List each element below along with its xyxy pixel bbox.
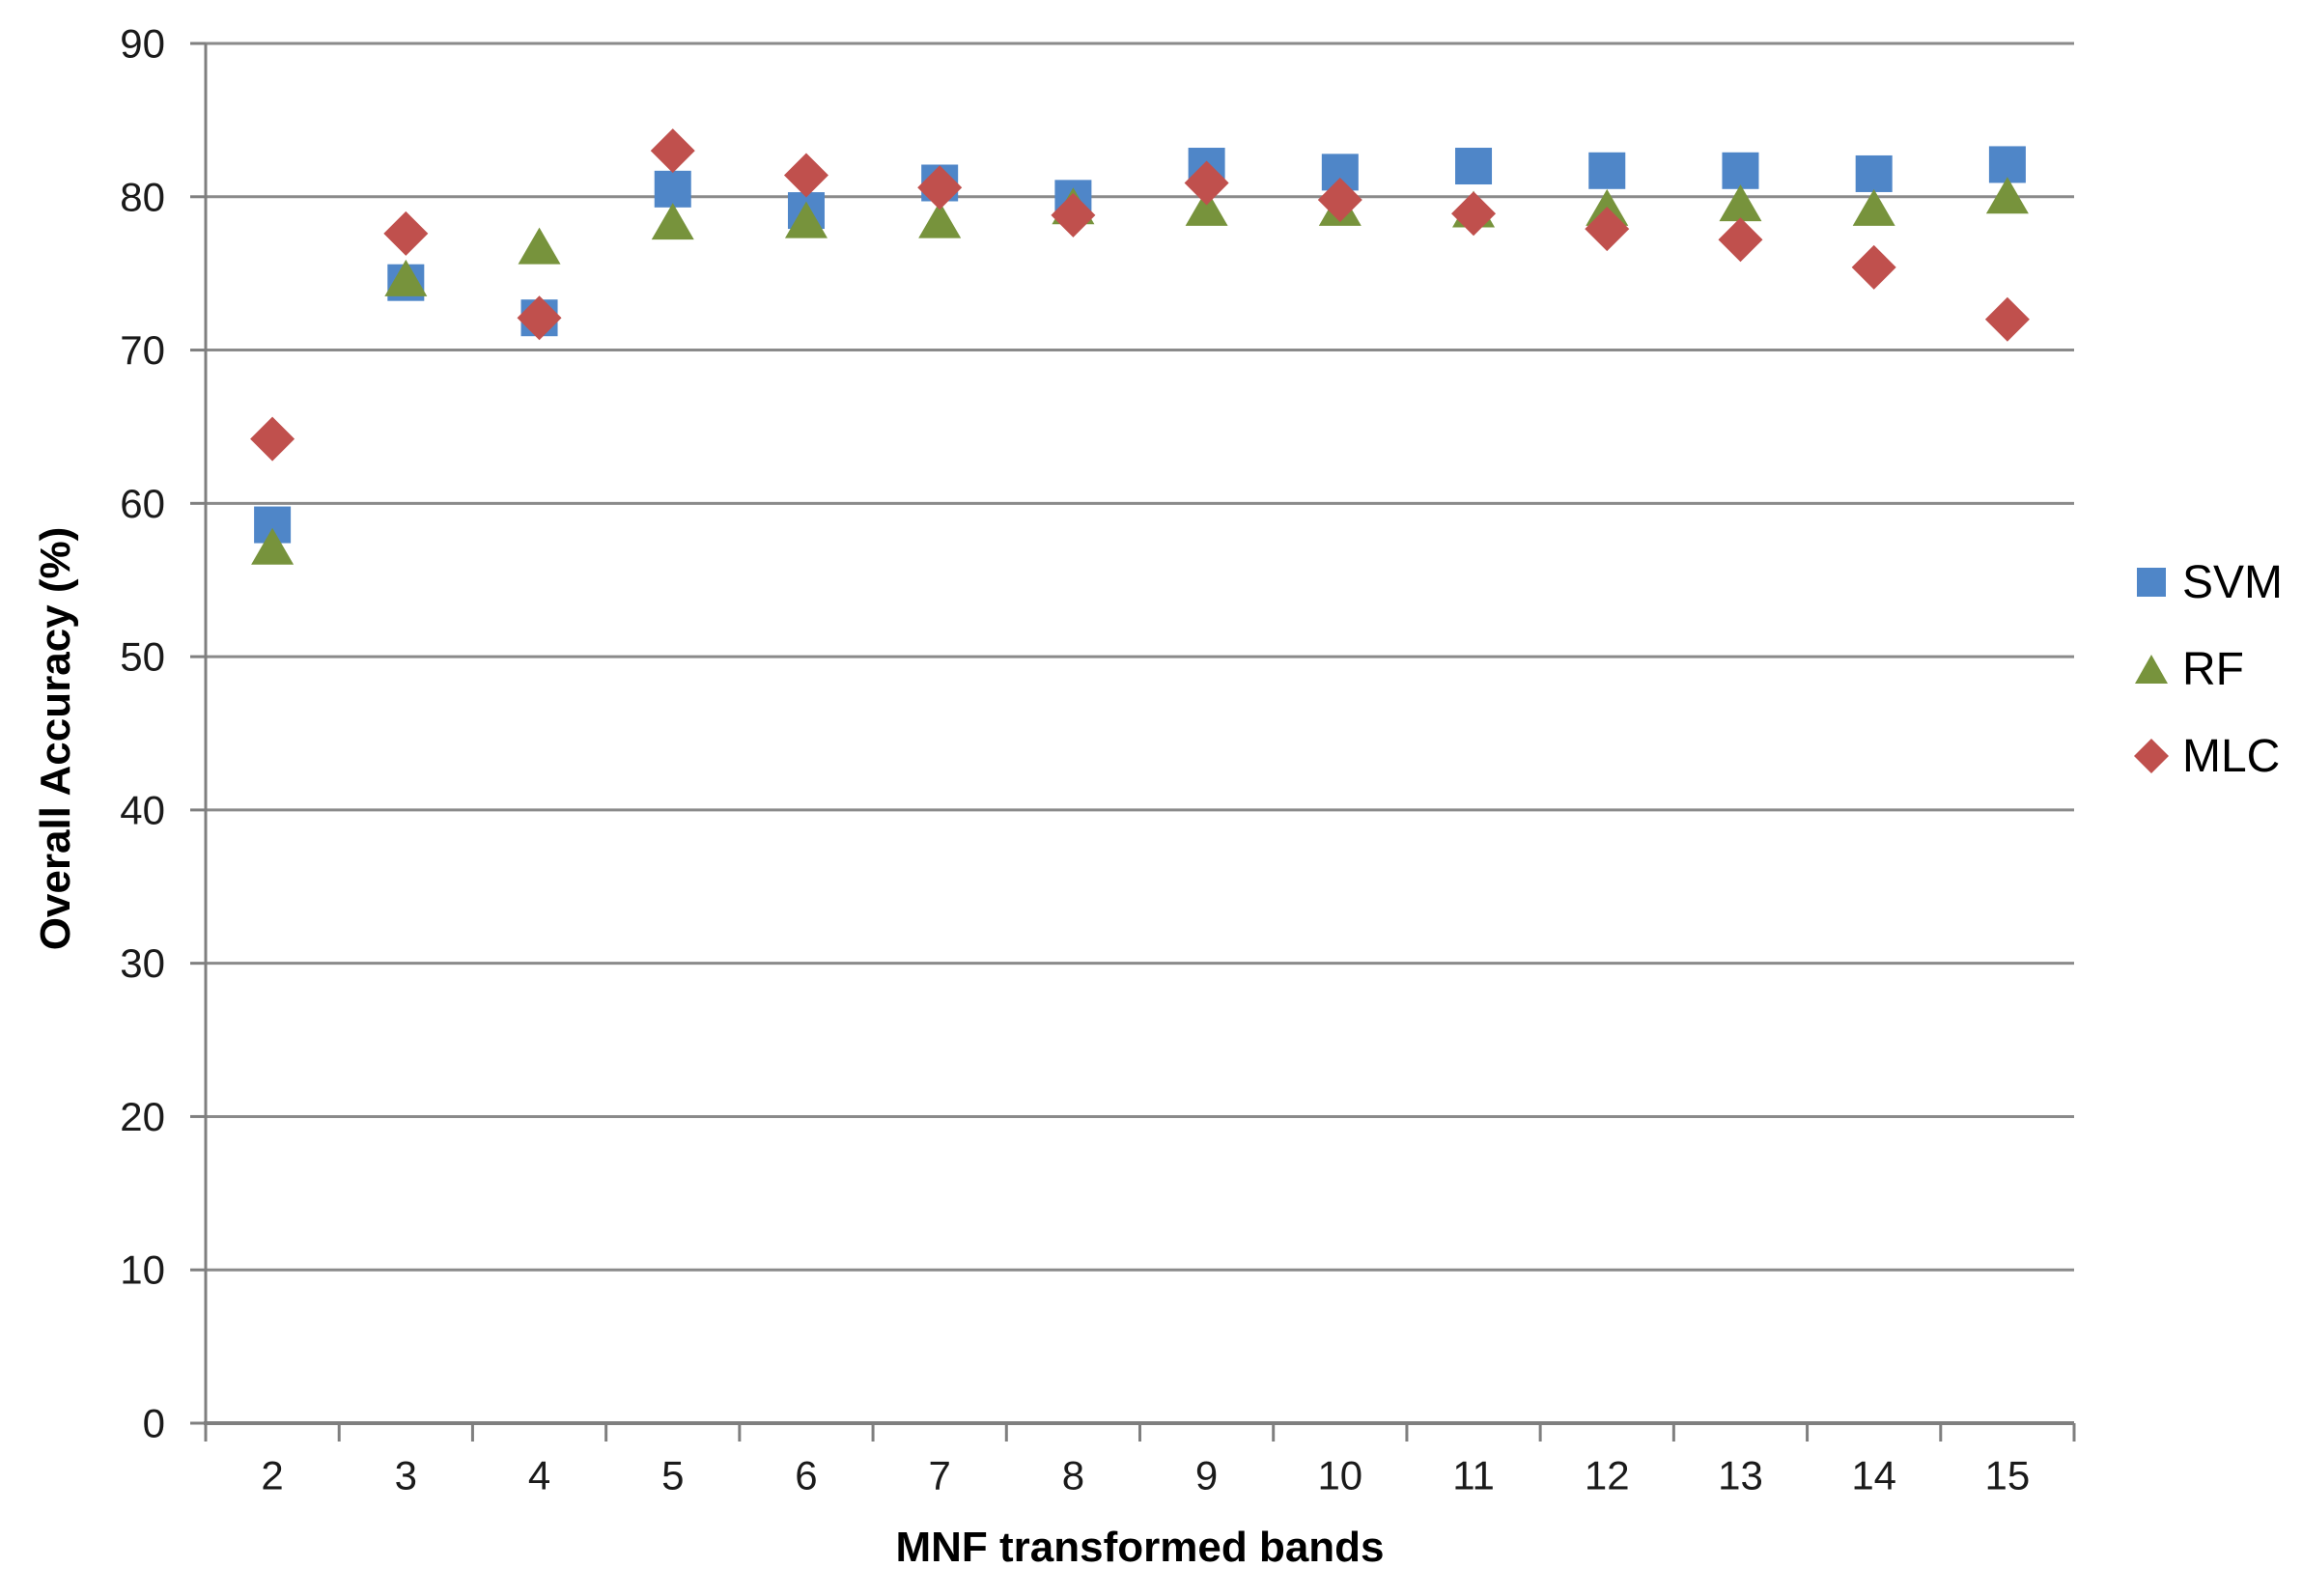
legend-label-rf: RF [2182, 643, 2244, 695]
point-mlc-band-15 [1984, 296, 2030, 342]
x-tick-label-12: 12 [1585, 1453, 1630, 1498]
x-tick-label-5: 5 [661, 1453, 684, 1498]
point-mlc-band-11 [1451, 191, 1497, 237]
y-tick-label-40: 40 [120, 787, 165, 832]
point-mlc-band-2 [250, 416, 295, 462]
point-mlc-band-3 [383, 210, 429, 256]
point-rf-band-4 [518, 227, 561, 265]
point-mlc-band-5 [650, 128, 695, 174]
point-mlc-band-12 [1585, 207, 1630, 252]
legend-label-svm: SVM [2182, 556, 2284, 608]
x-tick-label-2: 2 [261, 1453, 283, 1498]
point-mlc-band-4 [517, 295, 562, 341]
y-tick-label-90: 90 [120, 21, 165, 67]
x-tick-label-8: 8 [1062, 1453, 1084, 1498]
point-svm-band-15 [1988, 146, 2026, 183]
y-tick-label-30: 30 [120, 940, 165, 986]
y-tick-label-60: 60 [120, 481, 165, 526]
point-rf-band-15 [1985, 177, 2029, 214]
y-tick-label-70: 70 [120, 327, 165, 373]
legend: SVM RF MLC [2130, 539, 2283, 799]
x-tick-label-14: 14 [1851, 1453, 1896, 1498]
point-mlc-band-9 [1184, 160, 1229, 206]
x-tick-label-7: 7 [928, 1453, 950, 1498]
x-tick-label-4: 4 [528, 1453, 550, 1498]
legend-item-rf: RF [2130, 626, 2283, 713]
x-tick-label-11: 11 [1452, 1453, 1495, 1498]
x-tick-label-3: 3 [395, 1453, 417, 1498]
y-axis-title: Overall Accuracy (%) [32, 526, 79, 951]
legend-item-svm: SVM [2130, 539, 2283, 626]
point-rf-band-3 [384, 259, 428, 296]
point-rf-band-9 [1185, 188, 1228, 226]
x-tick-label-6: 6 [795, 1453, 817, 1498]
x-tick-label-9: 9 [1195, 1453, 1218, 1498]
point-rf-band-5 [651, 203, 694, 240]
y-tick-label-20: 20 [120, 1094, 165, 1139]
point-svm-band-14 [1855, 154, 1893, 192]
point-svm-band-5 [654, 170, 691, 208]
svm-square-icon [2137, 568, 2166, 597]
point-rf-band-14 [1852, 188, 1895, 226]
point-mlc-band-10 [1317, 177, 1362, 222]
point-mlc-band-7 [917, 165, 963, 210]
point-rf-band-7 [918, 201, 962, 238]
point-mlc-band-8 [1051, 192, 1096, 238]
legend-label-mlc: MLC [2182, 730, 2281, 782]
y-tick-label-80: 80 [120, 174, 165, 219]
point-rf-band-6 [784, 201, 828, 238]
point-svm-band-12 [1588, 152, 1626, 189]
point-svm-band-13 [1722, 152, 1759, 189]
y-tick-label-50: 50 [120, 634, 165, 680]
point-rf-band-13 [1719, 184, 1762, 222]
x-tick-label-10: 10 [1317, 1453, 1362, 1498]
x-tick-label-15: 15 [1985, 1453, 2031, 1498]
point-svm-band-11 [1455, 148, 1493, 185]
x-tick-label-13: 13 [1718, 1453, 1763, 1498]
y-tick-label-10: 10 [120, 1247, 165, 1293]
point-mlc-band-14 [1851, 244, 1896, 290]
point-rf-band-2 [251, 527, 295, 565]
mlc-diamond-icon [2134, 739, 2169, 773]
y-tick-label-0: 0 [143, 1401, 165, 1446]
legend-item-mlc: MLC [2130, 713, 2283, 799]
x-axis-title: MNF transformed bands [895, 1524, 1385, 1571]
rf-triangle-icon [2135, 655, 2168, 684]
point-mlc-band-6 [783, 153, 828, 198]
point-mlc-band-13 [1718, 217, 1763, 263]
